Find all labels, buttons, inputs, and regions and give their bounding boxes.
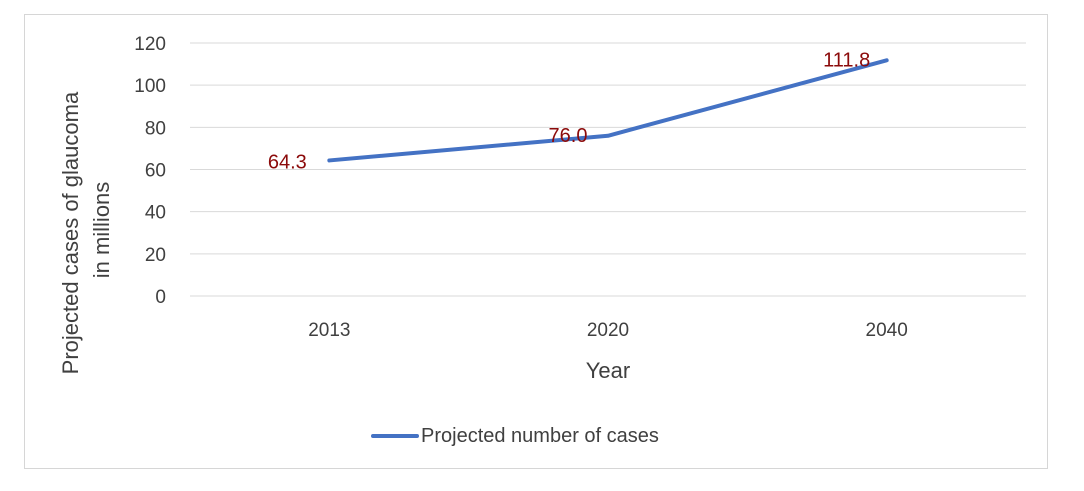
chart-frame bbox=[24, 14, 1048, 469]
y-tick-label: 0 bbox=[155, 287, 166, 308]
y-axis-title-line-2: in millions bbox=[89, 182, 114, 279]
y-tick-label: 40 bbox=[145, 203, 166, 224]
y-tick-label: 100 bbox=[134, 76, 166, 97]
gridlines bbox=[190, 42, 1026, 297]
y-axis-title-line-1: Projected cases of glaucoma bbox=[58, 91, 83, 374]
x-tick-label: 2013 bbox=[308, 320, 350, 341]
y-tick-label: 80 bbox=[145, 118, 166, 139]
x-tick-label: 2040 bbox=[866, 320, 908, 341]
legend: Projected number of cases bbox=[371, 425, 659, 447]
x-axis-title: Year bbox=[586, 358, 630, 383]
data-label: 111.8 bbox=[823, 49, 870, 71]
data-label: 64.3 bbox=[268, 151, 307, 173]
y-axis-ticks: 0 20 40 60 80 100 120 bbox=[134, 34, 166, 308]
y-axis-title: Projected cases of glaucoma in millions bbox=[58, 86, 114, 375]
y-tick-label: 20 bbox=[145, 245, 166, 266]
data-label: 76.0 bbox=[549, 125, 588, 147]
series-line bbox=[327, 58, 889, 163]
x-axis-ticks: 2013 2020 2040 bbox=[308, 320, 908, 341]
data-labels: 64.3 76.0 111.8 bbox=[268, 49, 870, 173]
y-tick-label: 60 bbox=[145, 161, 166, 182]
legend-label: Projected number of cases bbox=[421, 425, 659, 447]
series-lines bbox=[327, 58, 889, 163]
y-tick-label: 120 bbox=[134, 34, 166, 55]
x-tick-label: 2020 bbox=[587, 320, 629, 341]
